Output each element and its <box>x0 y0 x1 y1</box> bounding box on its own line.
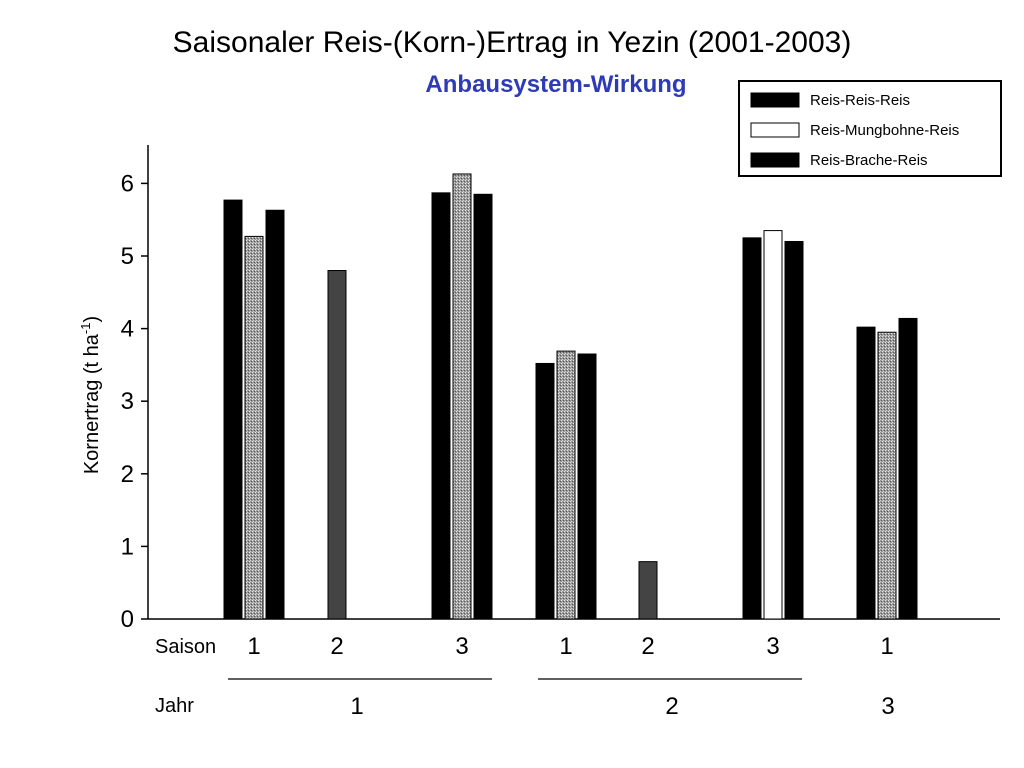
bar <box>898 317 918 620</box>
chart-subtitle: Anbausystem-Wirkung <box>425 71 686 98</box>
bar <box>742 237 762 620</box>
x-tick-label: 1 <box>880 633 893 660</box>
bar <box>784 240 804 620</box>
year-label: 1 <box>350 693 363 720</box>
x-tick-label: 3 <box>455 633 468 660</box>
y-axis-label: Kornertrag (t ha-1) <box>78 316 103 474</box>
legend: Reis-Reis-Reis Reis-Mungbohne-Reis Reis-Br… <box>738 80 1002 177</box>
bar <box>638 561 658 620</box>
y-tick-label: 0 <box>121 606 134 633</box>
y-ticks: 0 1 2 3 4 5 6 <box>121 170 148 633</box>
bars <box>223 173 918 620</box>
x-tick-label: 2 <box>641 633 654 660</box>
x-tick-label: 2 <box>330 633 343 660</box>
year-labels: 1 2 3 <box>228 678 895 720</box>
chart-title: Saisonaler Reis-(Korn-)Ertrag in Yezin (… <box>173 26 852 59</box>
year-label: 3 <box>881 693 894 720</box>
y-tick-label: 4 <box>121 316 134 343</box>
x-tick-label: 1 <box>247 633 260 660</box>
legend-swatch <box>750 152 800 168</box>
legend-label: Reis-Reis-Reis <box>810 92 910 109</box>
x-tick-labels: 1 2 3 1 2 3 1 <box>247 633 893 660</box>
legend-swatch <box>750 92 800 108</box>
y-tick-label: 5 <box>121 243 134 270</box>
legend-swatch <box>750 122 800 138</box>
bar <box>556 350 576 620</box>
bar <box>577 353 597 620</box>
y-tick-label: 1 <box>121 533 134 560</box>
bar <box>244 235 264 620</box>
y-axis-label-sup: -1 <box>78 323 93 335</box>
bar <box>856 326 876 620</box>
y-axis-label-close: ) <box>81 316 103 323</box>
svg-text:Kornertrag (t ha-1): Kornertrag (t ha-1) <box>78 316 103 474</box>
bar <box>535 362 555 620</box>
bar <box>473 193 493 620</box>
bar <box>877 331 897 620</box>
bar <box>763 230 783 620</box>
bar <box>431 192 451 620</box>
y-tick-label: 6 <box>121 170 134 197</box>
x-tick-label: 3 <box>766 633 779 660</box>
jahr-label: Jahr <box>155 695 194 717</box>
bar <box>327 270 347 620</box>
y-axis-label-main: Kornertrag (t ha <box>81 333 103 474</box>
y-tick-label: 3 <box>121 388 134 415</box>
x-tick-label: 1 <box>559 633 572 660</box>
bar <box>452 173 472 620</box>
y-tick-label: 2 <box>121 461 134 488</box>
legend-label: Reis-Brache-Reis <box>810 152 928 169</box>
bar <box>223 199 243 620</box>
bar <box>265 209 285 620</box>
legend-label: Reis-Mungbohne-Reis <box>810 122 959 139</box>
year-label: 2 <box>665 693 678 720</box>
saison-label: Saison <box>155 636 216 658</box>
